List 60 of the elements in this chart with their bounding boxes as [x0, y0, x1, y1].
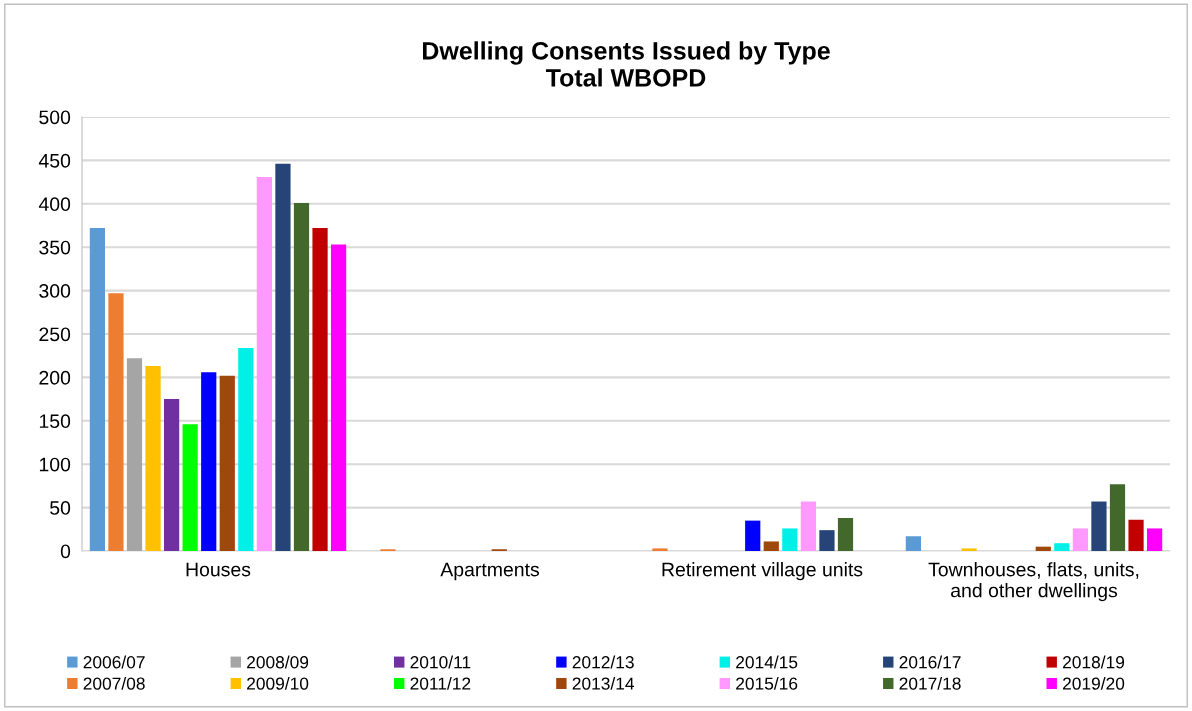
y-tick-label: 250	[39, 327, 71, 342]
bar	[1147, 528, 1163, 551]
x-tick-label: Houses	[186, 562, 251, 577]
legend-label: 2011/12	[410, 677, 471, 690]
bar	[238, 347, 254, 551]
y-tick-label: 400	[38, 197, 71, 212]
legend-label: 2010/11	[410, 655, 471, 669]
bar	[837, 518, 854, 551]
legend-label: 2007/08	[83, 677, 145, 690]
legend-label: 2008/09	[247, 655, 309, 669]
y-tick-label: 0	[60, 544, 71, 559]
bar	[164, 399, 180, 551]
legend-label: 2015/16	[736, 677, 798, 690]
y-tick-label: 100	[39, 457, 71, 472]
legend-label: 2019/20	[1063, 677, 1125, 690]
legend-label: 2018/19	[1063, 655, 1125, 669]
legend-label: 2006/07	[83, 655, 145, 669]
bar	[819, 530, 835, 551]
bar	[905, 536, 921, 551]
chart-title: Dwelling Consents Issued by Type Total WBOPD	[423, 41, 830, 87]
x-tick-label: Apartments	[440, 562, 540, 581]
bar	[745, 520, 761, 551]
x-tick-label: Retirement village units	[662, 562, 863, 581]
bar	[126, 358, 143, 551]
bar	[331, 244, 347, 551]
bar	[1072, 528, 1088, 551]
y-tick-label: 300	[39, 284, 71, 298]
bar	[182, 424, 198, 551]
legend-label: 2012/13	[572, 655, 634, 669]
bar	[89, 228, 105, 551]
y-tick-label: 150	[39, 414, 71, 429]
y-tick-label: 350	[39, 240, 71, 255]
legend-label: 2013/14	[572, 677, 635, 690]
bar	[800, 501, 816, 551]
bar	[1128, 519, 1144, 551]
bar	[763, 541, 779, 551]
bar	[201, 372, 217, 551]
bar	[782, 528, 798, 551]
x-tick-label: Townhouses, flats, units, and other dwellings	[928, 562, 1139, 602]
bar	[961, 548, 977, 551]
bar	[256, 176, 272, 551]
legend-label: 2017/18	[899, 677, 961, 690]
y-tick-label: 500	[39, 110, 71, 125]
bar	[652, 548, 668, 551]
y-tick-label: 50	[50, 501, 71, 515]
bar	[312, 228, 328, 551]
bar	[293, 202, 310, 551]
y-tick-label: 450	[38, 153, 71, 168]
bar	[1035, 546, 1051, 551]
bar	[108, 293, 124, 551]
y-tick-label: 200	[39, 370, 71, 385]
bar	[1054, 543, 1070, 551]
bar	[219, 375, 235, 551]
legend-label: 2014/15	[736, 655, 798, 669]
bar	[1091, 501, 1107, 551]
bar	[275, 163, 291, 551]
bar	[1109, 484, 1126, 551]
legend-label: 2009/10	[247, 677, 309, 690]
legend-label: 2016/17	[899, 655, 961, 669]
bar	[145, 366, 161, 551]
